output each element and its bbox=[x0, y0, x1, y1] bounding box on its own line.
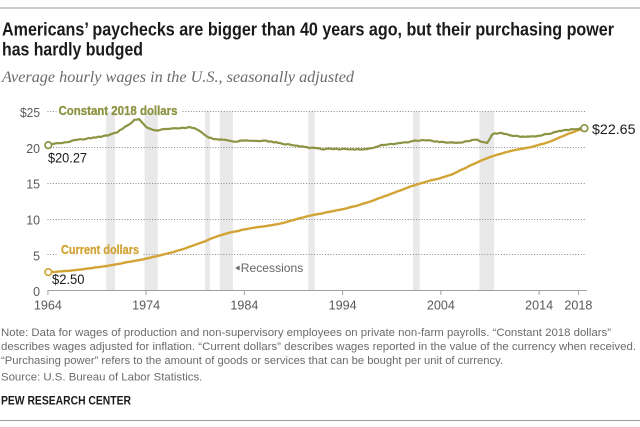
svg-text:$22.65: $22.65 bbox=[592, 121, 636, 137]
svg-text:Americans’ paychecks are bigge: Americans’ paychecks are bigger than 40 … bbox=[2, 19, 614, 39]
svg-text:1994: 1994 bbox=[329, 298, 357, 313]
svg-text:Source: U.S. Bureau of Labor S: Source: U.S. Bureau of Labor Statistics. bbox=[1, 372, 202, 384]
svg-text:Recessions: Recessions bbox=[241, 261, 303, 275]
svg-text:“Purchasing power” refers to t: “Purchasing power” refers to the amount … bbox=[1, 355, 503, 367]
svg-text:Average hourly wages in the U.: Average hourly wages in the U.S., season… bbox=[1, 69, 354, 86]
svg-text:2004: 2004 bbox=[427, 298, 455, 313]
svg-text:0: 0 bbox=[33, 284, 40, 299]
svg-text:15: 15 bbox=[26, 177, 40, 192]
svg-text:$20.27: $20.27 bbox=[48, 151, 87, 166]
svg-text:1964: 1964 bbox=[34, 298, 62, 313]
svg-text:10: 10 bbox=[26, 213, 40, 228]
svg-text:2018: 2018 bbox=[564, 298, 592, 313]
svg-text:5: 5 bbox=[33, 248, 40, 263]
svg-text:Note: Data for wages of produc: Note: Data for wages of production and n… bbox=[1, 327, 611, 339]
svg-text:has hardly budged: has hardly budged bbox=[2, 40, 143, 60]
svg-text:$2.50: $2.50 bbox=[52, 272, 85, 287]
svg-text:Constant 2018 dollars: Constant 2018 dollars bbox=[59, 103, 178, 118]
svg-text:$25: $25 bbox=[20, 105, 40, 120]
svg-text:Current dollars: Current dollars bbox=[61, 242, 139, 257]
svg-text:1984: 1984 bbox=[230, 298, 258, 313]
svg-text:1974: 1974 bbox=[132, 298, 160, 313]
svg-text:2014: 2014 bbox=[525, 298, 553, 313]
svg-text:20: 20 bbox=[26, 141, 40, 156]
svg-text:PEW RESEARCH CENTER: PEW RESEARCH CENTER bbox=[1, 394, 131, 408]
svg-text:describes wages adjusted for i: describes wages adjusted for inflation. … bbox=[1, 341, 636, 353]
